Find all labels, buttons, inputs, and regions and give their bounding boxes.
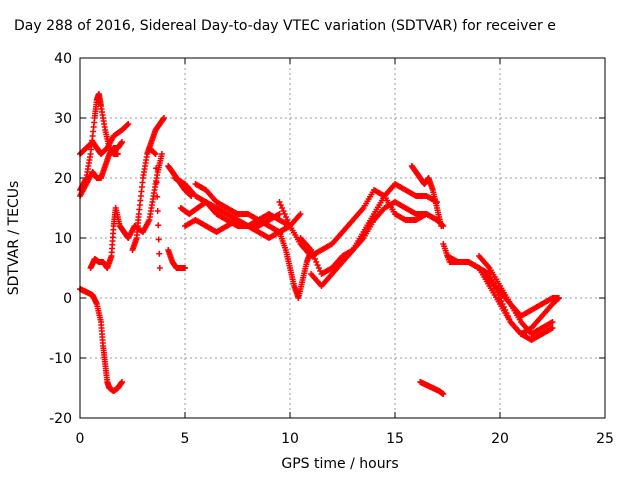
data-point bbox=[155, 222, 162, 229]
series-track-i bbox=[165, 247, 188, 271]
x-tick-label: 10 bbox=[281, 431, 299, 447]
data-point bbox=[154, 193, 161, 200]
series-track-c bbox=[77, 139, 125, 199]
y-tick-label: -20 bbox=[49, 411, 72, 427]
grid-lines bbox=[80, 58, 605, 418]
series-track-d bbox=[77, 286, 125, 394]
y-tick-label: -10 bbox=[49, 351, 72, 367]
x-tick-label: 5 bbox=[181, 431, 190, 447]
series-track-s bbox=[417, 379, 447, 397]
data-point bbox=[119, 139, 125, 145]
y-axis-label: SDTVAR / TECUs bbox=[6, 180, 22, 296]
data-point bbox=[158, 151, 165, 157]
data-point bbox=[119, 379, 125, 385]
data-point bbox=[280, 208, 287, 214]
series-track-w bbox=[476, 253, 556, 337]
series-track-q bbox=[308, 181, 440, 289]
data-point bbox=[161, 115, 167, 121]
data-point bbox=[313, 259, 320, 265]
chart-title: Day 288 of 2016, Sidereal Day-to-day VTE… bbox=[14, 18, 556, 34]
y-axis-ticks: -20 -10 0 10 20 30 40 bbox=[49, 51, 605, 427]
data-point bbox=[314, 262, 321, 268]
data-point bbox=[114, 151, 121, 157]
data-point bbox=[152, 151, 159, 157]
plot-frame bbox=[79, 57, 606, 419]
y-tick-label: 30 bbox=[54, 111, 72, 127]
x-tick-label: 25 bbox=[596, 431, 614, 447]
data-point bbox=[125, 121, 132, 127]
data-point bbox=[156, 250, 163, 257]
data-point bbox=[279, 205, 286, 211]
data-point bbox=[156, 265, 163, 271]
series-track-m bbox=[192, 181, 293, 235]
series-track-r bbox=[408, 163, 445, 229]
series-track-f bbox=[129, 115, 167, 253]
series-track-g bbox=[146, 145, 163, 271]
data-point bbox=[438, 223, 445, 229]
x-tick-label: 0 bbox=[76, 431, 85, 447]
x-tick-label: 20 bbox=[491, 431, 509, 447]
data-points bbox=[77, 91, 562, 397]
x-axis-label: GPS time / hours bbox=[281, 456, 399, 472]
data-point bbox=[549, 319, 556, 325]
y-tick-label: 40 bbox=[54, 51, 72, 67]
data-point bbox=[315, 265, 322, 271]
y-tick-label: 10 bbox=[54, 231, 72, 247]
data-point bbox=[276, 211, 283, 217]
data-point bbox=[155, 236, 162, 243]
y-tick-label: 20 bbox=[54, 171, 72, 187]
data-point bbox=[153, 165, 160, 172]
data-point bbox=[153, 179, 160, 186]
data-point bbox=[281, 211, 288, 217]
data-point bbox=[276, 199, 283, 205]
data-point bbox=[283, 214, 290, 220]
data-point bbox=[182, 265, 188, 271]
y-tick-label: 0 bbox=[63, 291, 72, 307]
series-track-e bbox=[87, 151, 165, 271]
x-tick-label: 15 bbox=[386, 431, 404, 447]
data-point bbox=[297, 211, 304, 217]
data-point bbox=[555, 295, 562, 301]
data-point bbox=[549, 325, 556, 331]
data-point bbox=[154, 208, 161, 214]
data-point bbox=[440, 391, 447, 397]
series-track-v bbox=[455, 259, 562, 337]
series-track-l bbox=[182, 211, 304, 241]
data-point bbox=[277, 202, 284, 208]
